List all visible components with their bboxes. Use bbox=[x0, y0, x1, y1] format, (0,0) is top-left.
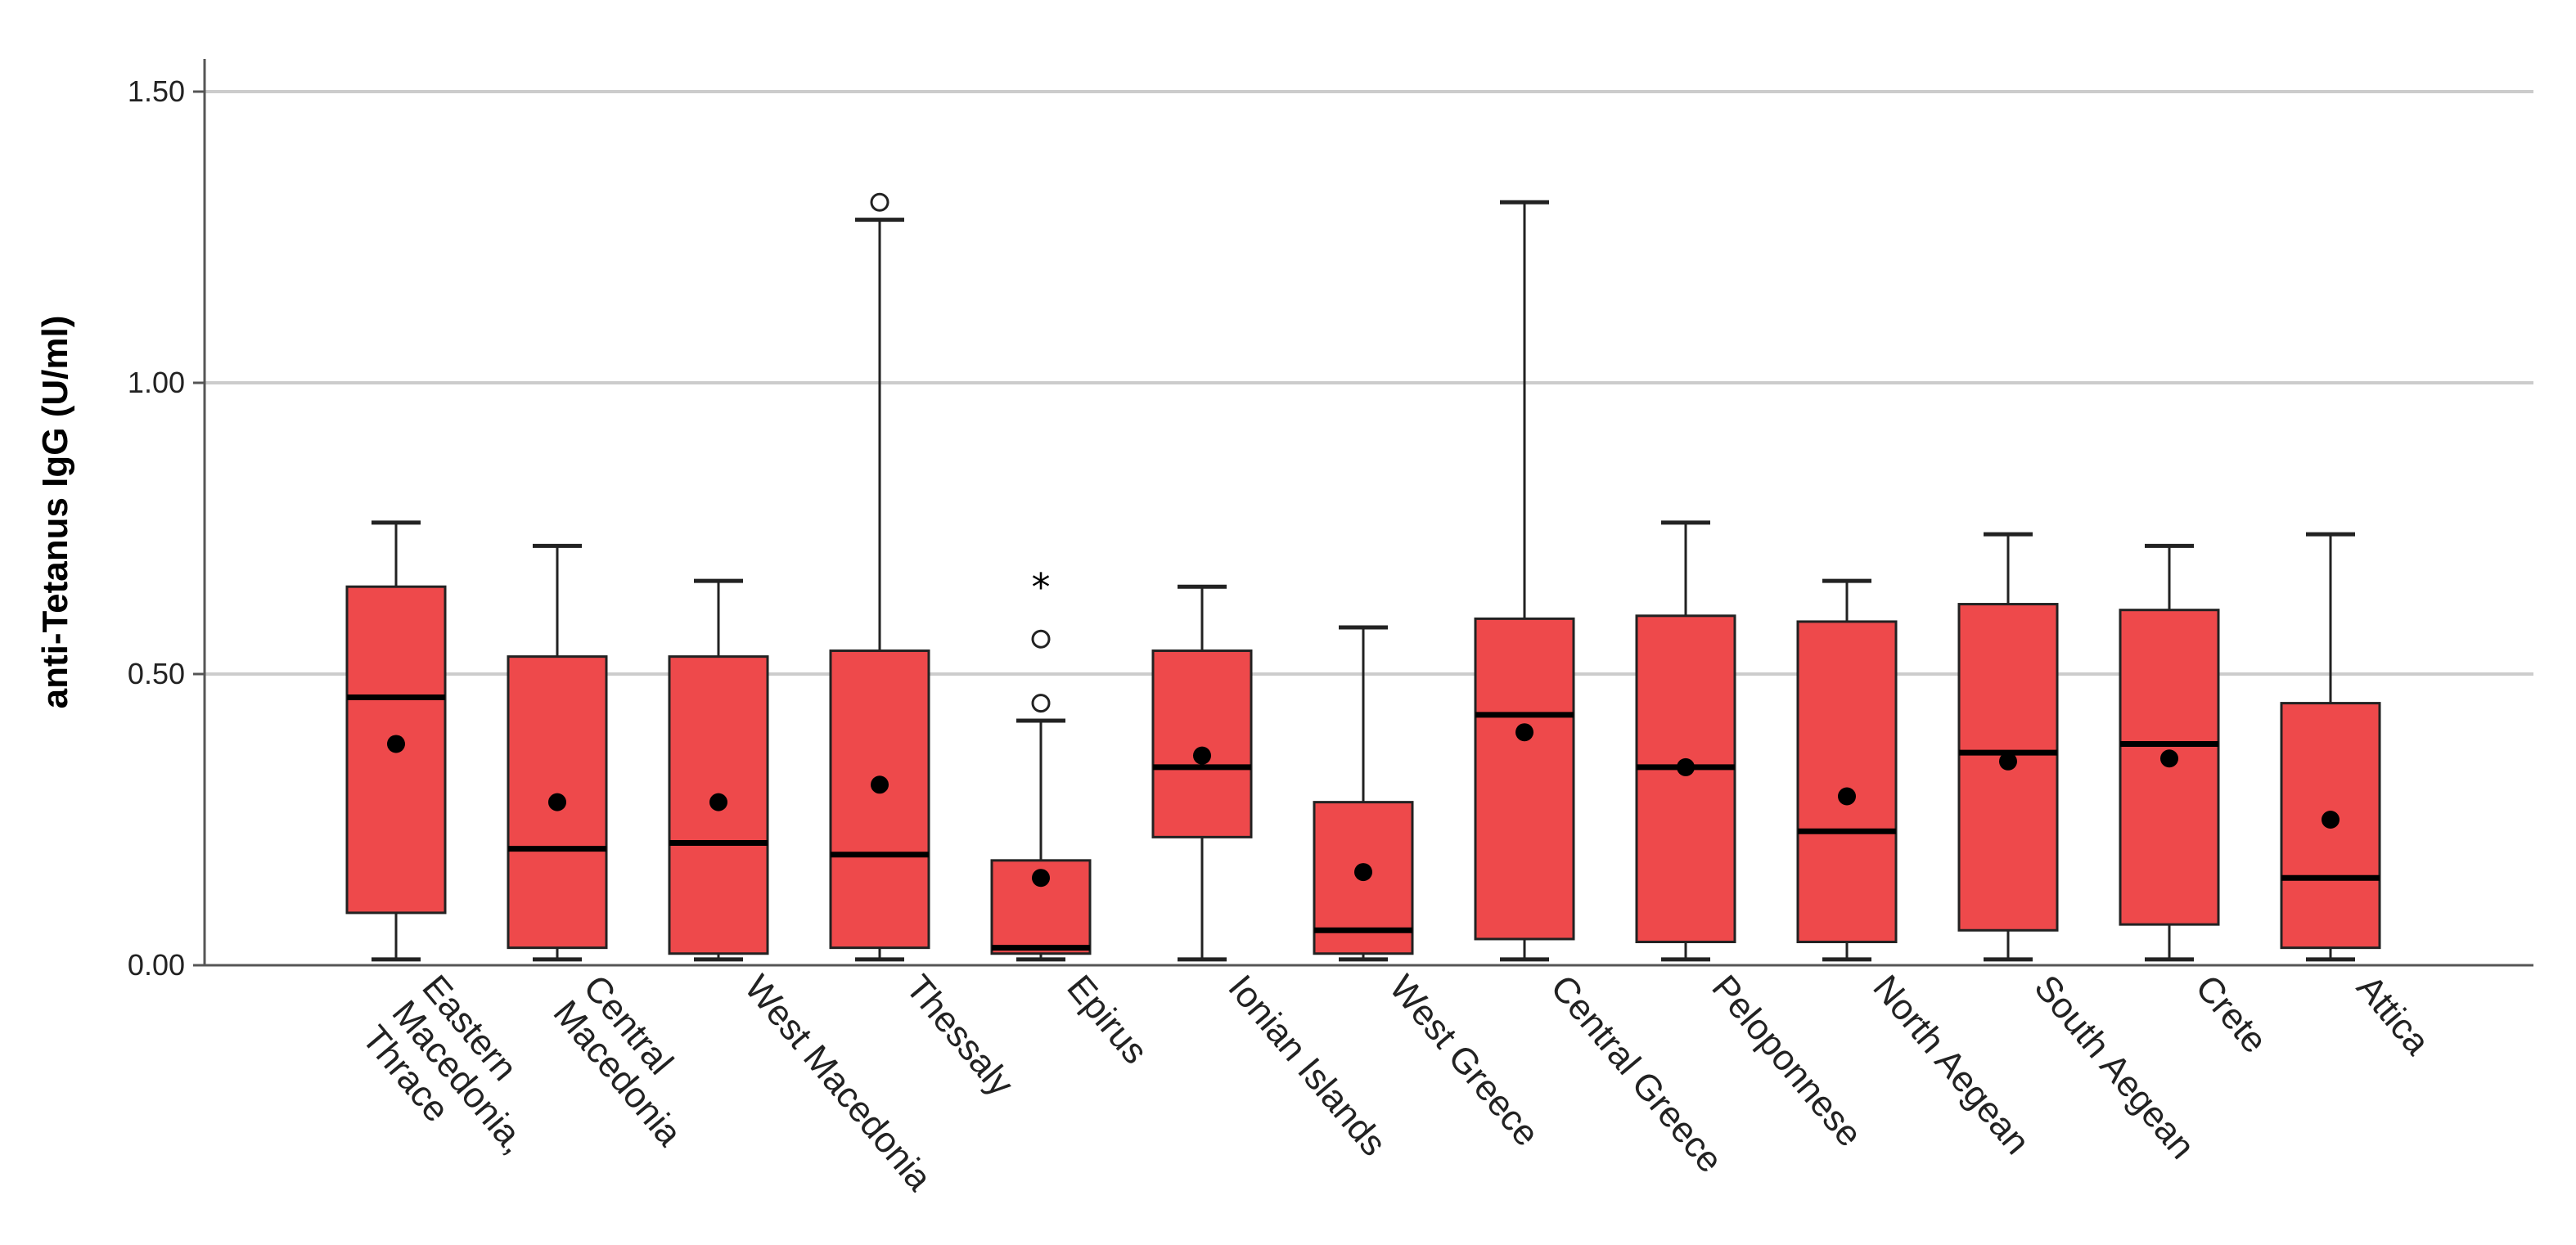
x-category-label: Ionian Islands bbox=[1220, 968, 1394, 1164]
label-line: Peloponnese bbox=[1704, 968, 1870, 1154]
mean-marker bbox=[1193, 746, 1211, 765]
label-line: North Aegean bbox=[1865, 968, 2038, 1162]
x-category-label: Crete bbox=[2187, 968, 2275, 1061]
extreme-marker: * bbox=[1032, 565, 1051, 609]
label-line: South Aegean bbox=[2026, 968, 2202, 1166]
box-group bbox=[1796, 578, 1898, 962]
box-group bbox=[2119, 543, 2220, 962]
gridlines bbox=[205, 90, 2533, 676]
x-category-label: Attica bbox=[2349, 968, 2438, 1063]
mean-marker bbox=[1999, 752, 2017, 771]
box-group bbox=[507, 543, 608, 962]
x-category-label: Peloponnese bbox=[1704, 968, 1870, 1154]
outlier-marker bbox=[1031, 629, 1051, 649]
y-axis-title: anti-Tetanus IgG (U/ml) bbox=[35, 316, 75, 709]
x-category-label: EasternMacedonia,Thrace bbox=[354, 968, 565, 1186]
x-category-labels: EasternMacedonia,Thrace CentralMacedonia W… bbox=[354, 968, 2438, 1198]
mean-marker bbox=[1354, 863, 1372, 882]
iqr-box bbox=[829, 649, 930, 950]
x-category-label: North Aegean bbox=[1865, 968, 2038, 1162]
box-group bbox=[1635, 520, 1736, 962]
x-category-label: Thessaly bbox=[898, 968, 1021, 1103]
box-group: * bbox=[990, 565, 1092, 962]
iqr-box bbox=[1474, 617, 1575, 941]
box-group bbox=[2280, 532, 2381, 962]
box-group bbox=[1474, 200, 1575, 962]
mean-marker bbox=[709, 793, 727, 811]
box-group bbox=[1313, 625, 1414, 962]
box-group bbox=[668, 578, 769, 962]
mean-marker bbox=[1515, 723, 1533, 742]
axes bbox=[193, 59, 2533, 967]
mean-marker bbox=[871, 775, 889, 794]
mean-marker bbox=[2160, 749, 2178, 768]
label-line: Thessaly bbox=[898, 968, 1021, 1103]
outlier-marker bbox=[1031, 694, 1051, 713]
label-line: Attica bbox=[2349, 968, 2438, 1063]
label-line: Ionian Islands bbox=[1220, 968, 1394, 1164]
y-tick-label: 0.50 bbox=[128, 657, 185, 690]
box-group bbox=[829, 192, 930, 962]
y-tick-labels: 0.00 0.50 1.00 1.50 bbox=[128, 74, 185, 982]
y-tick-label: 1.00 bbox=[128, 366, 185, 399]
label-line: Epirus bbox=[1059, 968, 1155, 1072]
label-line: Central Greece bbox=[1542, 968, 1730, 1180]
box-group bbox=[345, 520, 447, 962]
x-category-label: CentralMacedonia bbox=[546, 968, 720, 1154]
mean-marker bbox=[1838, 787, 1856, 806]
label-line: Crete bbox=[2187, 968, 2275, 1061]
mean-marker bbox=[548, 793, 566, 811]
mean-marker bbox=[2322, 811, 2340, 829]
mean-marker bbox=[1677, 757, 1695, 776]
outlier-marker bbox=[870, 192, 889, 212]
iqr-box bbox=[1796, 620, 1898, 944]
y-tick-label: 1.50 bbox=[128, 74, 185, 108]
iqr-box bbox=[1151, 649, 1253, 838]
x-category-label: Central Greece bbox=[1542, 968, 1730, 1180]
x-category-label: Epirus bbox=[1059, 968, 1155, 1072]
mean-marker bbox=[387, 735, 405, 753]
x-category-label: South Aegean bbox=[2026, 968, 2202, 1166]
box-group bbox=[1957, 532, 2059, 962]
label-line: West Greece bbox=[1381, 968, 1547, 1154]
box-group bbox=[1151, 584, 1253, 962]
boxes: * bbox=[345, 192, 2381, 962]
mean-marker bbox=[1032, 869, 1050, 888]
x-category-label: West Greece bbox=[1381, 968, 1547, 1154]
iqr-box bbox=[1635, 614, 1736, 944]
y-tick-label: 0.00 bbox=[128, 948, 185, 982]
